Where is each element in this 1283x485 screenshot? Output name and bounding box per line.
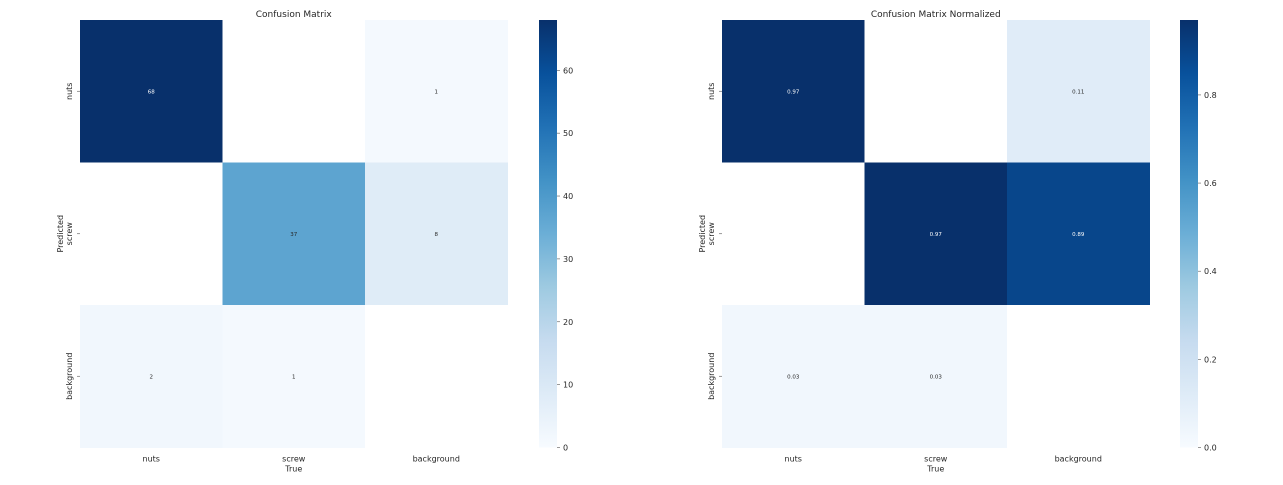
heatmap-cell-background-screw [864,305,1008,448]
x-tick-label: nuts [143,455,160,464]
x-tick-label: background [1055,455,1102,464]
heatmap-cell-nuts-nuts [722,20,865,163]
cell-value-label: 0.03 [787,374,800,380]
heatmap-cell-nuts-background [1007,20,1150,163]
colorbar [539,20,557,448]
colorbar-tick-label: 60 [563,66,573,75]
colorbar-tick-label: 0.2 [1204,355,1217,364]
y-tick-label: screw [707,222,716,246]
y-axis-label: Predicted [698,215,707,253]
heatmap-cell-screw-background [365,162,508,306]
cell-value-label: 2 [150,374,154,380]
heatmap-cell-background-background [1007,305,1150,448]
heatmap-cell-background-nuts [722,305,865,448]
heatmap-cell-screw-background [1007,162,1150,306]
colorbar-tick-label: 0.4 [1204,267,1217,276]
x-axis-label: True [926,465,944,474]
y-tick-label: screw [65,222,74,246]
heatmap-cell-screw-nuts [80,162,223,306]
heatmap-cell-nuts-screw [222,20,366,163]
cell-value-label: 1 [435,89,439,95]
heatmap-cell-background-screw [222,305,366,448]
cell-value-label: 0.97 [787,89,800,95]
cell-value-label: 8 [435,232,439,238]
colorbar-tick-label: 0 [563,444,568,453]
y-tick-label: background [65,353,74,400]
x-tick-label: screw [924,455,948,464]
cell-value-label: 0.03 [930,374,943,380]
colorbar-tick-label: 0.6 [1204,179,1217,188]
chart-title: Confusion Matrix Normalized [871,10,1001,20]
heatmap-cell-screw-nuts [722,162,865,306]
cell-value-label: 37 [290,232,297,238]
y-tick-label: nuts [65,83,74,100]
heatmap-cell-nuts-nuts [80,20,223,163]
colorbar-tick-label: 30 [563,255,573,264]
chart-title: Confusion Matrix [256,10,333,20]
heatmap-cell-background-background [365,305,508,448]
colorbar-tick-label: 0.8 [1204,91,1217,100]
colorbar-tick-label: 20 [563,318,573,327]
heatmap-cell-nuts-background [365,20,508,163]
cell-value-label: 0.97 [930,232,943,238]
x-tick-label: background [413,455,460,464]
confusion-matrix-panel: Confusion Matrix 68 1 37 8 2 1 nuts screw backgro… [56,10,573,474]
y-tick-label: nuts [707,83,716,100]
confusion-matrix-normalized-panel: Confusion Matrix Normalized 0.97 0.11 0.97 0… [698,10,1217,474]
cell-value-label: 0.11 [1072,89,1084,95]
y-tick-label: background [707,353,716,400]
x-axis-label: True [284,465,302,474]
cell-value-label: 68 [148,89,155,95]
heatmap-cell-screw-screw [864,162,1008,306]
heatmap-cell-screw-screw [222,162,366,306]
x-tick-label: screw [282,455,306,464]
heatmap-cell-nuts-screw [864,20,1008,163]
colorbar-tick-label: 40 [563,192,573,201]
colorbar-tick-label: 10 [563,381,573,390]
colorbar [1180,20,1198,448]
cell-value-label: 1 [292,374,296,380]
y-axis-label: Predicted [56,215,65,253]
colorbar-tick-label: 50 [563,129,573,138]
cell-value-label: 0.89 [1072,232,1085,238]
heatmap-cell-background-nuts [80,305,223,448]
x-tick-label: nuts [785,455,802,464]
colorbar-tick-label: 0.0 [1204,444,1217,453]
